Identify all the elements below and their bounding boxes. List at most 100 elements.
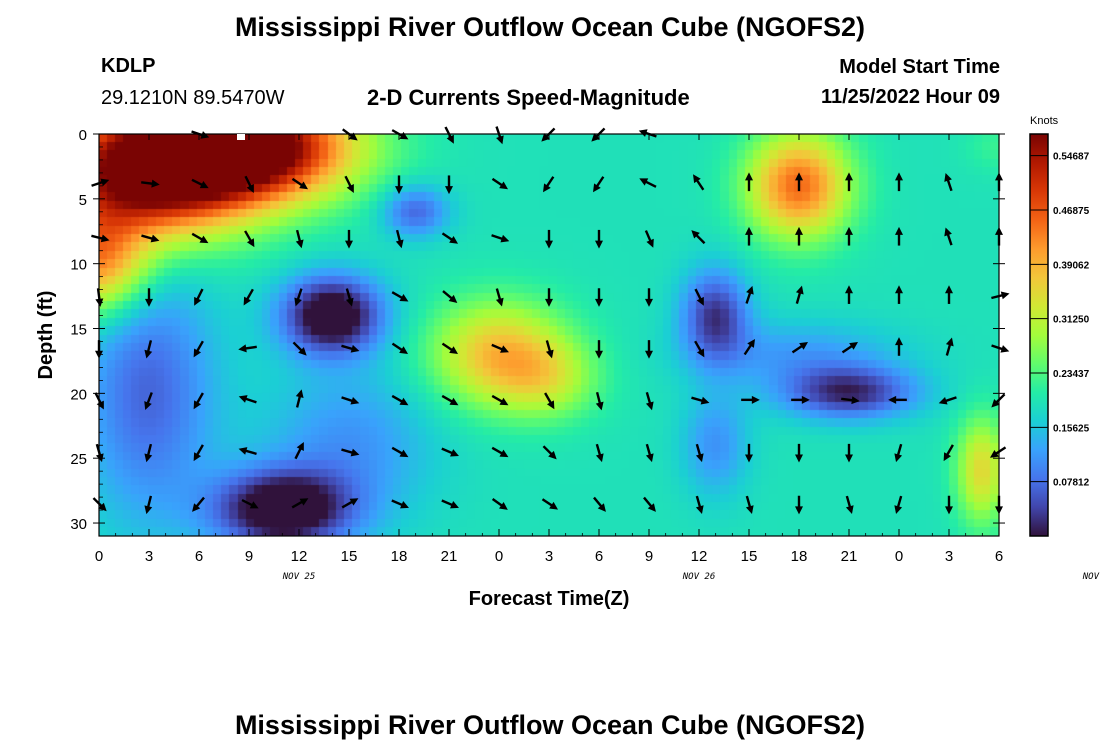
x-tick-label: 18 [391, 548, 408, 565]
date-label: NOV 25 [282, 572, 316, 582]
current-vector [391, 129, 409, 140]
current-vector [991, 344, 1010, 353]
current-vector [395, 175, 403, 195]
y-tick-label: 20 [70, 386, 87, 403]
current-vector [845, 285, 853, 304]
x-tick-label: 15 [741, 548, 758, 565]
current-vector [845, 226, 853, 246]
current-vector [645, 288, 653, 307]
current-vector [695, 443, 704, 463]
current-vector [795, 285, 804, 304]
x-tick-label: 15 [341, 548, 358, 565]
current-vector [291, 177, 309, 190]
current-vector [193, 340, 204, 358]
colorbar-tick-label: 0.39062 [1053, 260, 1090, 271]
current-vector [441, 232, 459, 244]
current-vector [441, 499, 459, 509]
current-vector [944, 227, 953, 246]
chart-title: Mississippi River Outflow Ocean Cube (NG… [234, 12, 866, 42]
current-vector [244, 175, 254, 193]
y-tick-label: 15 [70, 322, 87, 339]
current-vector [191, 130, 210, 139]
current-vector [92, 497, 107, 512]
current-vector [595, 391, 604, 411]
current-vector [645, 391, 654, 411]
current-vectors [91, 126, 1010, 515]
current-vector [945, 337, 954, 356]
current-vector [491, 343, 509, 353]
current-vector [745, 443, 753, 463]
x-tick-label: 3 [945, 548, 953, 565]
x-tick-label: 12 [691, 548, 708, 565]
current-vector [595, 443, 604, 463]
current-vector [795, 226, 803, 246]
current-vector [791, 341, 809, 354]
current-vector [745, 285, 754, 304]
current-vector [945, 285, 953, 304]
date-label: NOV 27 [1082, 572, 1100, 582]
current-vector [694, 288, 704, 306]
x-axis-label: Forecast Time(Z) [469, 588, 630, 610]
current-vector [895, 172, 903, 192]
current-vector [645, 443, 654, 463]
current-vector [541, 498, 559, 510]
current-vector [192, 496, 205, 512]
current-vector [491, 446, 509, 458]
current-vector [345, 229, 353, 249]
current-vector [691, 230, 706, 245]
current-vector [345, 288, 354, 307]
colorbar-tick-label: 0.31250 [1053, 315, 1090, 326]
current-vector [841, 396, 860, 405]
current-vector [295, 389, 304, 408]
current-vector [545, 340, 554, 359]
current-vector [442, 290, 458, 304]
current-vector [593, 496, 606, 512]
current-vector [645, 340, 653, 359]
current-vector [292, 341, 307, 356]
current-vector [795, 495, 803, 515]
colorbar-tick-label: 0.15625 [1053, 423, 1090, 434]
current-vector [991, 291, 1010, 300]
current-vector [745, 172, 753, 192]
current-vector [241, 499, 259, 509]
current-vector [391, 394, 409, 406]
current-vector [391, 446, 409, 458]
current-vector [745, 226, 753, 246]
current-vector [691, 396, 710, 405]
current-vector [845, 172, 853, 192]
second-chart-title: Mississippi River Outflow Ocean Cube (NG… [234, 710, 866, 740]
y-tick-label: 0 [79, 127, 87, 144]
colorbar-scale [1029, 133, 1049, 537]
current-vector [238, 447, 257, 456]
date-label: NOV 26 [682, 572, 716, 582]
current-vector [145, 288, 153, 307]
current-vector [944, 172, 953, 192]
current-vector [144, 495, 153, 515]
current-vector [341, 498, 359, 509]
current-vector [193, 392, 204, 410]
x-tick-label: 21 [441, 548, 458, 565]
model-start-time: 11/25/2022 Hour 09 [820, 86, 1000, 108]
y-tick-label: 10 [70, 257, 87, 274]
x-tick-label: 9 [645, 548, 653, 565]
x-tick-label: 0 [95, 548, 103, 565]
plot-frame [98, 133, 1000, 537]
current-vector [444, 126, 454, 144]
y-tick-label: 25 [70, 451, 87, 468]
current-vector [144, 443, 153, 463]
current-vector [845, 495, 854, 515]
current-vector [745, 495, 754, 515]
chart-subtitle: 2-D Currents Speed-Magnitude [367, 85, 690, 110]
current-vector [491, 498, 508, 510]
current-vector [395, 229, 404, 249]
x-tick-label: 0 [895, 548, 903, 565]
current-vector [238, 395, 257, 404]
current-vector [144, 392, 153, 410]
x-tick-label: 18 [791, 548, 808, 565]
current-vector [294, 442, 304, 460]
colorbar: Knots 0.07812 0.15625 0.23437 0.31250 0.3906… [1029, 115, 1090, 537]
current-vector [643, 496, 656, 512]
speed-heatmap [99, 134, 999, 536]
x-tick-label: 3 [145, 548, 153, 565]
colorbar-tick-label: 0.46875 [1053, 206, 1090, 217]
